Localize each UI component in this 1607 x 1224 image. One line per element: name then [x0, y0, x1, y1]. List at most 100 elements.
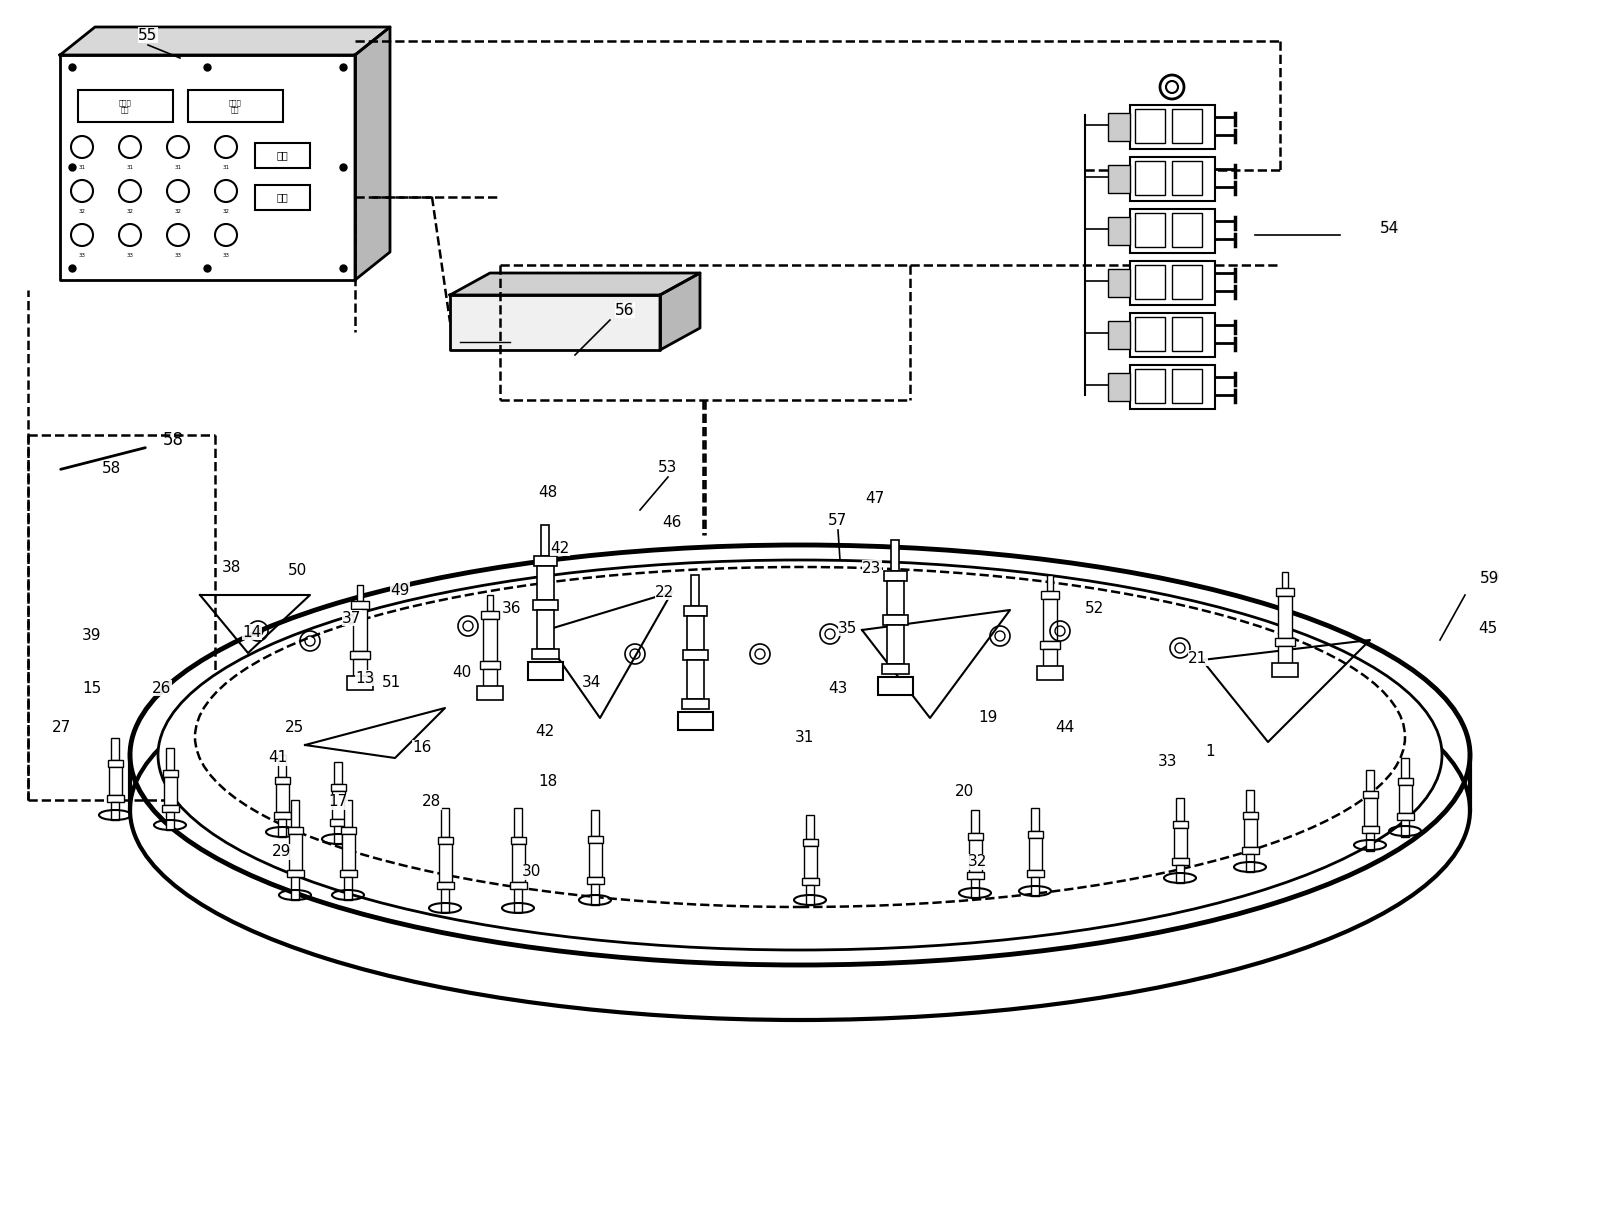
Text: 59: 59 [1480, 570, 1499, 585]
Text: 32: 32 [967, 854, 987, 869]
Text: 32: 32 [222, 208, 230, 213]
Bar [1361, 826, 1379, 834]
Text: 34: 34 [582, 674, 601, 689]
Bar [329, 819, 347, 826]
Bar [804, 846, 816, 878]
Bar [678, 712, 712, 730]
Bar [1135, 317, 1165, 351]
Bar [971, 879, 979, 898]
Text: 58: 58 [103, 460, 122, 475]
Text: 55: 55 [138, 26, 159, 44]
Bar [341, 827, 355, 834]
Polygon shape [450, 273, 699, 295]
Bar [1043, 649, 1056, 674]
Text: 37: 37 [342, 611, 362, 625]
Text: 51: 51 [382, 674, 402, 689]
Bar [527, 662, 562, 681]
Bar [111, 803, 119, 820]
Bar [440, 808, 448, 836]
Text: 57: 57 [828, 513, 847, 528]
Text: 30: 30 [522, 864, 542, 880]
Bar [1043, 599, 1056, 640]
Bar [342, 834, 355, 870]
Text: 33: 33 [1157, 754, 1176, 770]
Text: 56: 56 [615, 302, 635, 317]
Bar [588, 836, 603, 842]
Bar [108, 796, 124, 803]
Bar [691, 575, 699, 606]
Text: 18: 18 [538, 775, 558, 789]
Bar [480, 611, 498, 619]
Text: 48: 48 [538, 485, 558, 499]
Bar [802, 878, 818, 885]
Text: 59: 59 [1478, 569, 1499, 588]
Text: 55: 55 [138, 27, 157, 43]
Bar [1135, 109, 1165, 143]
Bar [1130, 209, 1215, 253]
Bar [111, 738, 119, 760]
Bar [109, 766, 122, 796]
Text: 44: 44 [1054, 721, 1073, 736]
Text: 49: 49 [391, 583, 410, 597]
Bar [350, 651, 370, 659]
Ellipse shape [130, 600, 1469, 1020]
Bar [440, 889, 448, 912]
Text: 42: 42 [535, 725, 554, 739]
Bar [339, 870, 357, 878]
Bar [969, 841, 982, 871]
Text: 23: 23 [861, 561, 881, 575]
Bar [354, 608, 366, 651]
Bar [534, 556, 556, 565]
Bar [1366, 770, 1372, 791]
Bar [511, 836, 525, 843]
Text: 31: 31 [175, 164, 182, 169]
Bar [291, 800, 299, 827]
Bar [877, 677, 913, 695]
Text: 32: 32 [175, 208, 182, 213]
Text: 14: 14 [243, 624, 262, 639]
Text: 启动: 启动 [276, 151, 288, 160]
Text: 21: 21 [1188, 650, 1207, 666]
Bar [537, 610, 554, 649]
Bar [278, 819, 286, 837]
Bar [1107, 373, 1130, 401]
Bar [805, 885, 813, 905]
Bar [1172, 368, 1202, 403]
Bar [1242, 812, 1257, 819]
Bar [289, 834, 302, 870]
Bar [166, 813, 174, 830]
Bar [1241, 847, 1258, 854]
Text: 35: 35 [837, 621, 857, 635]
Bar [540, 525, 548, 556]
Text: 46: 46 [662, 514, 681, 530]
Bar [686, 616, 704, 650]
Bar [286, 870, 304, 878]
Text: 58: 58 [162, 431, 183, 449]
Text: 43: 43 [828, 681, 847, 695]
Bar [334, 826, 342, 845]
Bar [350, 601, 368, 608]
Bar [1396, 778, 1413, 786]
Text: 36: 36 [501, 601, 521, 616]
Bar [514, 808, 522, 836]
Bar [1363, 798, 1376, 826]
Bar [1245, 789, 1253, 812]
Bar [1130, 365, 1215, 409]
Bar [347, 676, 373, 690]
Bar [1040, 640, 1059, 649]
Bar [967, 834, 982, 841]
Bar [1271, 663, 1297, 677]
Bar [1107, 113, 1130, 141]
Polygon shape [355, 27, 391, 280]
Text: 29: 29 [272, 845, 291, 859]
Text: 33: 33 [127, 252, 133, 257]
Bar [275, 776, 289, 783]
Bar [1245, 854, 1253, 873]
Bar [344, 878, 352, 900]
Bar [273, 813, 291, 819]
Bar [437, 836, 453, 843]
Bar [1173, 827, 1186, 858]
Text: 1: 1 [1204, 744, 1213, 760]
Text: 31: 31 [127, 164, 133, 169]
Bar [1398, 786, 1411, 813]
